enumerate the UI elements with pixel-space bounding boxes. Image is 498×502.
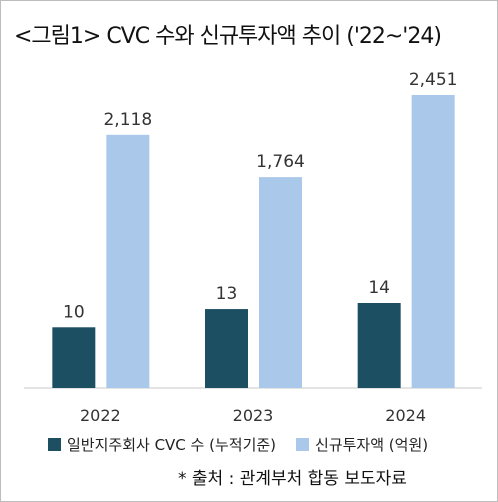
data-label-cvc-2023: 13 bbox=[216, 284, 238, 304]
data-label-cvc-2024: 14 bbox=[368, 278, 390, 298]
source-note: * 출처 : 관계부처 합동 보도자료 bbox=[178, 469, 407, 489]
data-label-investment-2023: 1,764 bbox=[256, 152, 305, 172]
legend-label-cvc: 일반지주회사 CVC 수 (누적기준) bbox=[67, 436, 277, 454]
data-label-cvc-2022: 10 bbox=[63, 302, 85, 322]
legend: 일반지주회사 CVC 수 (누적기준) 신규투자액 (억원) bbox=[48, 434, 428, 455]
x-tick-label-2023: 2023 bbox=[233, 406, 274, 425]
data-label-investment-2022: 2,118 bbox=[103, 110, 152, 130]
legend-swatch-cvc bbox=[48, 438, 61, 451]
x-tick-label-2024: 2024 bbox=[385, 406, 426, 425]
bar-cvc-2022 bbox=[52, 327, 96, 388]
chart-title: <그림1> CVC 수와 신규투자액 추이 ('22~'24) bbox=[14, 24, 442, 49]
bar-investment-2022 bbox=[106, 134, 150, 388]
bar-investment-2024 bbox=[411, 95, 455, 388]
legend-swatch-investment bbox=[296, 438, 310, 451]
bar-investment-2023 bbox=[259, 177, 302, 388]
bar-cvc-2024 bbox=[357, 303, 401, 388]
bar-cvc-2023 bbox=[205, 309, 248, 388]
x-tick-label-2022: 2022 bbox=[80, 406, 121, 425]
data-label-investment-2024: 2,451 bbox=[409, 70, 458, 90]
legend-label-investment: 신규투자액 (억원) bbox=[315, 436, 429, 454]
